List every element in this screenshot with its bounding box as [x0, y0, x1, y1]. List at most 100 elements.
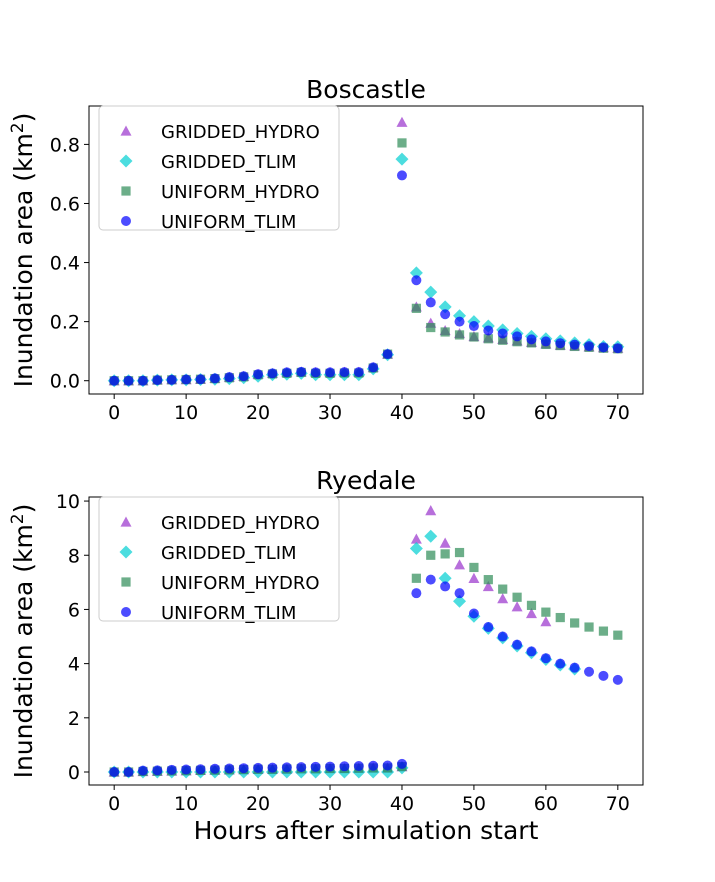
ryedale-uniform-tlim-point — [483, 622, 494, 633]
ryedale-gridded-hydro-point — [540, 616, 552, 627]
ryedale-uniform-tlim-point — [540, 653, 551, 664]
boscastle-uniform-tlim-point — [339, 367, 350, 378]
ryedale-xtick-label: 20 — [246, 793, 270, 815]
boscastle-uniform-tlim-point — [411, 275, 422, 286]
boscastle-uniform-hydro-point — [469, 332, 479, 342]
boscastle-xtick-label: 20 — [246, 402, 270, 424]
ryedale-uniform-tlim-point — [526, 646, 537, 657]
ryedale-ytick-label: 8 — [68, 545, 80, 567]
ryedale-gridded-hydro-point — [468, 572, 480, 583]
boscastle-xtick-label: 10 — [174, 402, 198, 424]
boscastle-ytick-label: 0.0 — [50, 371, 80, 393]
ryedale-xtick-label: 0 — [108, 793, 120, 815]
ryedale-uniform-tlim-point — [181, 764, 192, 775]
boscastle-uniform-hydro-point — [454, 330, 465, 340]
ryedale-legend-label-uniform-hydro: UNIFORM_HYDRO — [161, 573, 320, 594]
ryedale-marks — [107, 505, 623, 779]
boscastle-panel: Boscastle Inundation area (km2) 0 10 20 30 4… — [8, 75, 644, 424]
boscastle-uniform-hydro-point — [397, 138, 407, 148]
ryedale-uniform-hydro-point — [541, 607, 551, 617]
boscastle-legend-marker-gridded-hydro — [120, 125, 132, 136]
boscastle-legend-label-gridded-tlim: GRIDDED_TLIM — [161, 152, 297, 173]
boscastle-uniform-tlim-point — [353, 367, 364, 378]
ryedale-ytick-label: 2 — [68, 708, 80, 730]
boscastle-uniform-tlim-point — [497, 328, 508, 339]
boscastle-ytick-label: 0.6 — [50, 193, 80, 215]
ryedale-axes: 0 10 20 30 40 50 60 70 0 2 4 6 8 10 — [56, 491, 630, 815]
boscastle-uniform-tlim-point — [123, 375, 134, 386]
ryedale-uniform-tlim-point — [209, 763, 220, 774]
boscastle-xtick-label: 0 — [108, 402, 120, 424]
ryedale-uniform-tlim-point — [152, 765, 163, 776]
ryedale-gridded-hydro-point — [497, 593, 509, 604]
ryedale-uniform-tlim-point — [325, 761, 336, 772]
ryedale-ylabel: Inundation area (km2) — [8, 504, 38, 779]
boscastle-legend: GRIDDED_HYDRO GRIDDED_TLIM UNIFORM_HYDRO UN… — [98, 105, 340, 233]
boscastle-xtick-label: 40 — [390, 402, 414, 424]
ryedale-ytick-label: 0 — [68, 762, 80, 784]
ryedale-uniform-hydro-point — [526, 600, 537, 610]
ryedale-uniform-hydro-point — [483, 575, 493, 585]
ryedale-legend-box — [98, 496, 340, 622]
ryedale-uniform-tlim-point — [382, 760, 393, 771]
boscastle-axes: 0 10 20 30 40 50 60 70 0.0 0.2 0.4 0.6 0.8 — [50, 134, 630, 424]
ryedale-gridded-hydro-point — [425, 505, 437, 516]
ryedale-panel: Ryedale Inundation area (km2) 0 10 20 30 40 5… — [8, 466, 644, 815]
boscastle-series-uniform-tlim — [109, 170, 623, 386]
ryedale-legend-marker-uniform-hydro — [121, 577, 131, 587]
ryedale-uniform-tlim-point — [253, 762, 264, 773]
boscastle-legend-box — [98, 105, 340, 231]
boscastle-xtick-label: 60 — [534, 402, 558, 424]
boscastle-legend-marker-gridded-tlim — [119, 154, 133, 168]
boscastle-legend-marker-uniform-hydro — [121, 186, 131, 196]
boscastle-uniform-hydro-point — [512, 337, 522, 347]
boscastle-uniform-tlim-point — [612, 343, 623, 354]
ryedale-title: Ryedale — [316, 466, 416, 495]
ryedale-xtick-label: 30 — [318, 793, 342, 815]
ryedale-gridded-tlim-point — [438, 571, 452, 585]
ryedale-uniform-tlim-point — [454, 588, 465, 599]
boscastle-uniform-tlim-point — [526, 334, 537, 345]
ryedale-legend-label-uniform-tlim: UNIFORM_TLIM — [161, 603, 296, 624]
ryedale-gridded-hydro-point — [439, 537, 451, 548]
boscastle-plot-frame — [88, 105, 644, 395]
boscastle-xtick-label: 70 — [606, 402, 630, 424]
ryedale-uniform-tlim-point — [310, 761, 321, 772]
ryedale-uniform-tlim-point — [425, 574, 436, 585]
ryedale-uniform-tlim-point — [612, 674, 623, 685]
ryedale-uniform-tlim-point — [353, 761, 364, 772]
ryedale-xtick-label: 60 — [534, 793, 558, 815]
boscastle-uniform-tlim-point — [181, 374, 192, 385]
ryedale-gridded-tlim-point — [409, 541, 423, 555]
boscastle-gridded-tlim-point — [438, 300, 452, 314]
ryedale-uniform-hydro-point — [411, 573, 421, 583]
boscastle-uniform-tlim-point — [296, 366, 307, 377]
boscastle-uniform-tlim-point — [109, 375, 120, 386]
ryedale-gridded-tlim-point — [453, 594, 467, 608]
ryedale-gridded-tlim-point — [424, 529, 438, 543]
ryedale-uniform-hydro-point — [426, 550, 436, 560]
ryedale-uniform-tlim-point — [137, 765, 148, 776]
ryedale-uniform-hydro-point — [570, 618, 580, 628]
ryedale-uniform-tlim-point — [512, 639, 523, 650]
boscastle-uniform-tlim-point — [555, 338, 566, 349]
boscastle-uniform-tlim-point — [166, 374, 177, 385]
ryedale-uniform-hydro-point — [469, 562, 479, 573]
ryedale-xtick-label: 50 — [462, 793, 486, 815]
boscastle-uniform-hydro-point — [411, 303, 421, 313]
boscastle-legend-label-uniform-tlim: UNIFORM_TLIM — [161, 212, 296, 233]
boscastle-uniform-tlim-point — [454, 316, 465, 327]
ryedale-uniform-hydro-point — [584, 622, 594, 632]
boscastle-uniform-tlim-point — [584, 341, 595, 352]
ryedale-uniform-tlim-point — [123, 766, 134, 777]
boscastle-ytick-label: 0.2 — [50, 312, 80, 334]
boscastle-uniform-tlim-point — [325, 367, 336, 378]
ryedale-uniform-tlim-point — [497, 631, 508, 642]
boscastle-uniform-tlim-point — [209, 373, 220, 384]
boscastle-gridded-hydro-point — [396, 116, 408, 127]
ryedale-uniform-tlim-point — [411, 588, 422, 599]
ryedale-uniform-hydro-point — [613, 630, 623, 640]
ryedale-legend-marker-gridded-hydro — [120, 516, 132, 527]
boscastle-uniform-tlim-point — [598, 342, 609, 353]
